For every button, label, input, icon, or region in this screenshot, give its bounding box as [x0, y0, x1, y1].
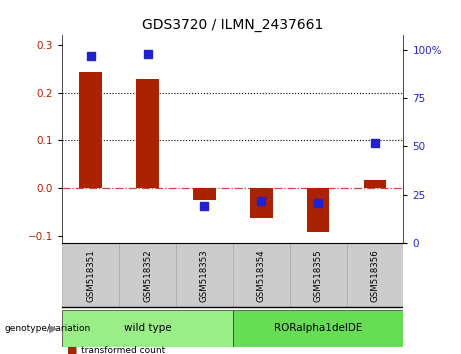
- Bar: [347, 243, 403, 308]
- Text: genotype/variation: genotype/variation: [5, 324, 91, 333]
- Bar: [233, 243, 290, 308]
- Point: [87, 53, 95, 58]
- Bar: [307, 188, 330, 232]
- Bar: [193, 188, 216, 200]
- Bar: [119, 243, 176, 308]
- Text: GSM518356: GSM518356: [371, 249, 379, 302]
- Text: ■: ■: [67, 346, 77, 354]
- Bar: [176, 243, 233, 308]
- Point: [144, 51, 151, 57]
- Bar: [233, 309, 403, 347]
- Title: GDS3720 / ILMN_2437661: GDS3720 / ILMN_2437661: [142, 18, 324, 32]
- Text: wild type: wild type: [124, 323, 171, 333]
- Bar: [62, 309, 233, 347]
- Bar: [136, 79, 159, 188]
- Text: GSM518355: GSM518355: [313, 249, 323, 302]
- Bar: [364, 179, 386, 188]
- Bar: [290, 243, 347, 308]
- Text: transformed count: transformed count: [81, 346, 165, 354]
- Text: GSM518352: GSM518352: [143, 249, 152, 302]
- Text: GSM518353: GSM518353: [200, 249, 209, 302]
- Point: [314, 200, 322, 205]
- Text: ▶: ▶: [49, 323, 58, 333]
- Bar: [250, 188, 272, 218]
- Text: RORalpha1delDE: RORalpha1delDE: [274, 323, 362, 333]
- Point: [258, 198, 265, 204]
- Point: [371, 140, 378, 145]
- Bar: [62, 243, 119, 308]
- Text: GSM518351: GSM518351: [86, 249, 95, 302]
- Bar: [79, 72, 102, 188]
- Point: [201, 204, 208, 209]
- Text: GSM518354: GSM518354: [257, 249, 266, 302]
